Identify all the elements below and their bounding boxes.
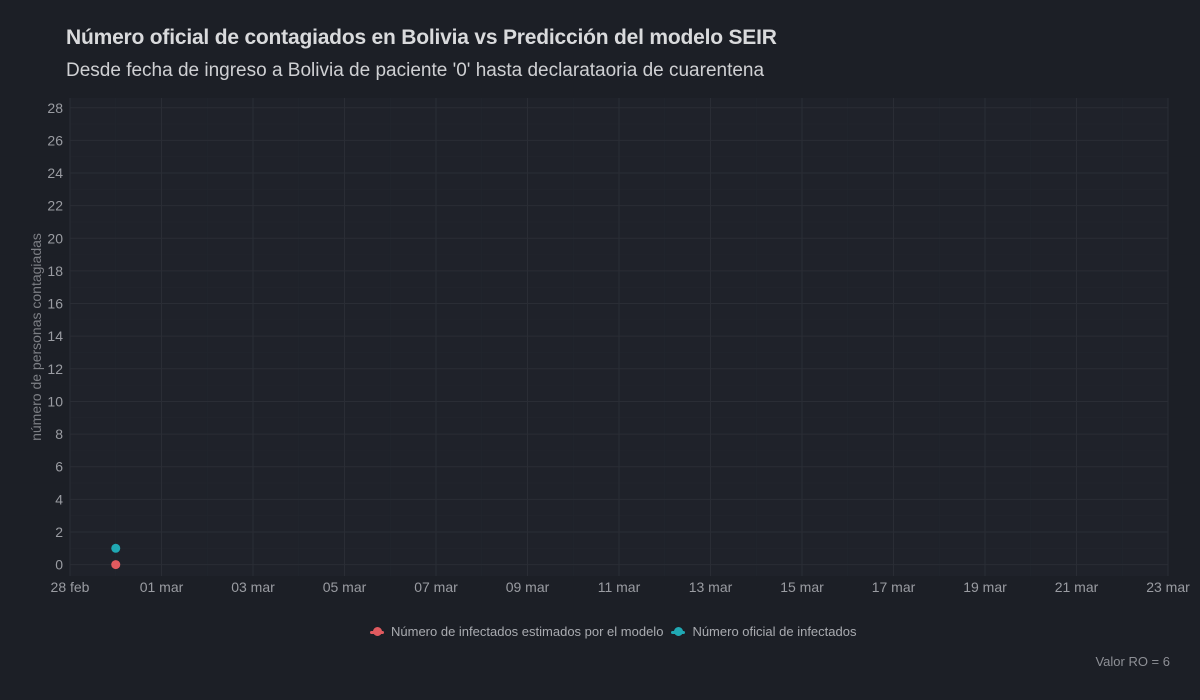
y-tick-label: 2: [55, 524, 63, 540]
x-tick-label: 17 mar: [872, 579, 916, 595]
chart-caption: Valor RO = 6: [1095, 654, 1170, 669]
x-tick-label: 13 mar: [689, 579, 733, 595]
grid-lines: [69, 98, 1169, 576]
y-tick-label: 18: [47, 263, 63, 279]
y-tick-label: 20: [47, 230, 63, 246]
chart-title: Número oficial de contagiados en Bolivia…: [66, 26, 777, 49]
legend: Número de infectados estimados por el mo…: [370, 624, 856, 639]
x-tick-label: 07 mar: [414, 579, 458, 595]
y-tick-label: 14: [47, 328, 63, 344]
y-tick-label: 26: [47, 132, 63, 148]
y-tick-label: 10: [47, 393, 63, 409]
y-tick-label: 22: [47, 198, 63, 214]
legend-key-official: [671, 626, 686, 637]
y-axis-label: número de personas contagiadas: [28, 233, 44, 441]
y-tick-label: 24: [47, 165, 63, 181]
legend-label-official: Número oficial de infectados: [692, 624, 857, 639]
y-tick-label: 28: [47, 100, 63, 116]
y-tick-label: 6: [55, 459, 63, 475]
x-tick-label: 01 mar: [140, 579, 184, 595]
y-tick-label: 8: [55, 426, 63, 442]
x-tick-label: 21 mar: [1055, 579, 1099, 595]
y-tick-label: 16: [47, 296, 63, 312]
data-point-series-1: [111, 543, 121, 553]
x-tick-label: 15 mar: [780, 579, 824, 595]
x-tick-label: 19 mar: [963, 579, 1007, 595]
legend-item-official: Número oficial de infectados: [671, 624, 856, 639]
y-tick-label: 4: [55, 491, 63, 507]
data-points: [111, 543, 121, 570]
x-tick-label: 28 feb: [51, 579, 90, 595]
x-tick-label: 09 mar: [506, 579, 550, 595]
legend-item-model: Número de infectados estimados por el mo…: [370, 624, 663, 639]
legend-label-model: Número de infectados estimados por el mo…: [391, 624, 664, 639]
y-tick-label: 0: [55, 557, 63, 573]
x-axis-ticks: 28 feb 01 mar 03 mar 05 mar 07 mar 09 mar 11 m…: [51, 579, 1191, 595]
legend-key-model: [370, 626, 384, 637]
x-tick-label: 03 mar: [231, 579, 275, 595]
y-tick-label: 12: [47, 361, 63, 377]
chart-subtitle: Desde fecha de ingreso a Bolivia de paci…: [66, 60, 765, 81]
x-tick-label: 05 mar: [323, 579, 367, 595]
x-tick-label: 23 mar: [1146, 579, 1190, 595]
x-tick-label: 11 mar: [598, 579, 641, 595]
data-point-series-0: [111, 560, 121, 570]
